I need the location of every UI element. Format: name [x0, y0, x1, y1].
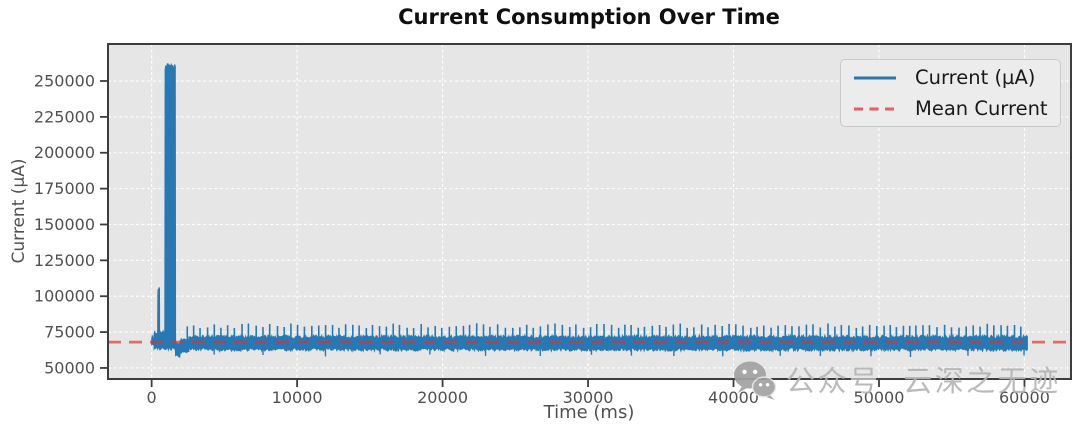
y-tick-label: 125000: [34, 251, 95, 270]
y-tick-label: 225000: [34, 107, 95, 126]
y-tick-label: 75000: [44, 323, 95, 342]
y-axis-label: Current (µA): [9, 158, 29, 264]
x-tick-label: 60000: [999, 388, 1050, 407]
y-tick-label: 50000: [44, 358, 95, 377]
x-axis-label: Time (ms): [543, 402, 635, 423]
plot-frame: [107, 43, 1072, 380]
x-tick-label: 20000: [417, 388, 468, 407]
x-tick-label: 50000: [854, 388, 905, 407]
solid-line-icon: [854, 76, 896, 79]
y-tick-label: 250000: [34, 72, 95, 91]
y-tick-label: 200000: [34, 143, 95, 162]
legend-item-current: Current (µA): [841, 65, 1060, 91]
x-tick-label: 10000: [272, 388, 323, 407]
legend-label-current: Current (µA): [915, 66, 1036, 89]
axis-ticks: 0 10000 20000 30000 40000 50000 60000 50000 7500…: [34, 72, 1050, 407]
y-tick-label: 150000: [34, 215, 95, 234]
chart-title: Current Consumption Over Time: [398, 5, 780, 29]
y-tick-label: 175000: [34, 179, 95, 198]
y-tick-label: 100000: [34, 287, 95, 306]
x-tick-label: 30000: [563, 388, 614, 407]
x-tick-label: 0: [147, 388, 157, 407]
current-series: [151, 63, 1028, 358]
x-tick-label: 40000: [708, 388, 759, 407]
legend-item-mean: Mean Current: [841, 96, 1060, 122]
legend-label-mean: Mean Current: [915, 97, 1048, 120]
dashed-line-icon: [854, 107, 896, 110]
legend: Current (µA) Mean Current: [840, 59, 1061, 127]
